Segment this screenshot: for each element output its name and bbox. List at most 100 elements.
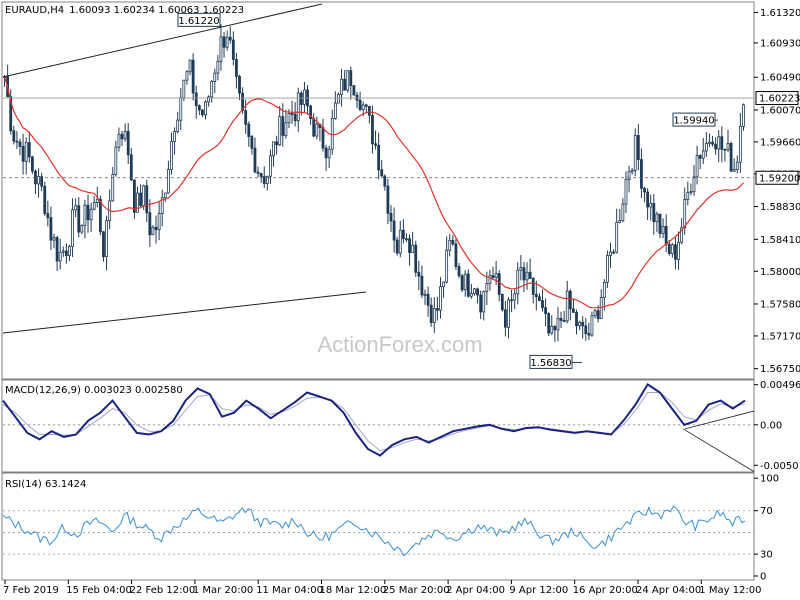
candle-body (711, 141, 714, 145)
candle-body (18, 141, 22, 147)
time-tick-label: 1 May 12:00 (699, 585, 761, 596)
candle-body (476, 288, 479, 296)
candle-body (188, 59, 192, 73)
candle-body (176, 119, 180, 132)
candle-body (451, 239, 455, 245)
candle-body (235, 59, 238, 77)
candle-body (163, 192, 167, 199)
candle-body (262, 176, 266, 184)
candle-body (525, 271, 529, 281)
candle-body (142, 185, 146, 206)
rsi-title: RSI(14) 63.1424 (5, 479, 86, 490)
candle-body (429, 304, 433, 323)
candle-body (160, 197, 164, 214)
candle-body (148, 212, 152, 236)
macd-title: MACD(12,26,9) 0.003023 0.002580 (5, 385, 183, 396)
candle-body (488, 275, 492, 284)
time-tick-label: 2 Apr 04:00 (446, 585, 505, 596)
candle-body (95, 198, 99, 203)
candle-body (538, 296, 541, 301)
annotation-box (529, 354, 573, 369)
time-tick-label: 11 Mar 04:00 (256, 585, 323, 596)
candle-body (463, 273, 467, 291)
candle-body (420, 275, 424, 296)
candle-body (738, 125, 742, 163)
candle-body (602, 281, 606, 298)
candle-body (627, 171, 631, 180)
candle-body (377, 144, 381, 171)
candle-body (21, 146, 25, 162)
candle-body (398, 229, 402, 254)
candle-body (544, 307, 547, 314)
symbol-text: EURAUD,H4 (5, 5, 64, 16)
macd-tick-label: 0.00 (760, 420, 782, 431)
candle-body (432, 308, 436, 323)
candle-body (466, 273, 470, 297)
axis-layer: 1.61320 1.60930 1.60490 1.60070 1.59660 1.592… (3, 8, 800, 596)
candle-body (64, 250, 68, 257)
candle-body (423, 293, 427, 296)
candle-body (442, 281, 445, 288)
candle-body (111, 174, 115, 202)
candle-body (689, 191, 693, 194)
price-tick-label: 1.56750 (760, 364, 800, 375)
candle-body (485, 283, 489, 292)
candle-body (303, 89, 306, 105)
candle-body (522, 267, 526, 281)
candle-body (191, 59, 195, 94)
candle-body (92, 202, 96, 210)
candle-body (275, 141, 279, 146)
candle-body (201, 109, 204, 116)
candle-body (411, 244, 415, 253)
candle-body (182, 79, 186, 99)
candle-body (510, 299, 513, 302)
candle-body (568, 290, 572, 310)
candle-body (151, 226, 155, 236)
candle-body (167, 169, 170, 194)
candle-body (414, 244, 418, 273)
candle-body (473, 288, 476, 294)
candle-body (333, 102, 337, 119)
candle-body (615, 221, 619, 253)
price-panel-frame (1, 1, 755, 380)
candle-body (503, 309, 507, 328)
candle-body (269, 155, 272, 177)
candle-body (9, 96, 13, 132)
candle-body (30, 156, 34, 172)
price-tick-label: 1.61320 (760, 8, 800, 19)
candle-body (244, 110, 248, 125)
candle-body (408, 238, 411, 253)
current-price-tag: 1.60223 (759, 94, 800, 105)
candle-body (491, 275, 495, 278)
candle-body (197, 105, 201, 111)
annotation-label: 1.59940 (673, 116, 714, 127)
candle-body (123, 130, 127, 140)
candle-body (584, 325, 588, 334)
level-price-tag: 1.59200 (759, 173, 800, 184)
candle-body (729, 142, 733, 172)
time-tick-label: 7 Feb 2019 (3, 585, 59, 596)
candle-body (330, 118, 334, 150)
candle-body (89, 208, 93, 221)
rsi-panel-frame (1, 472, 755, 581)
candle-body (361, 104, 365, 111)
candle-body (247, 123, 251, 137)
candle-body (86, 204, 90, 221)
candle-body (179, 97, 183, 121)
candle-body (46, 213, 50, 219)
time-tick-label: 18 Mar 12:00 (320, 585, 387, 596)
candle-body (550, 326, 554, 334)
candle-body (401, 229, 405, 240)
time-tick-label: 24 Apr 04:00 (636, 585, 701, 596)
price-tick-label: 1.58000 (760, 267, 800, 278)
rsi-line (2, 505, 746, 557)
candle-body (293, 113, 297, 122)
candle-body (287, 113, 291, 124)
candle-body (256, 171, 260, 174)
candle-body (27, 142, 31, 158)
time-tick-label: 22 Feb 12:00 (130, 585, 196, 596)
candle-body (346, 70, 350, 91)
price-tick-label: 1.57580 (760, 299, 800, 310)
candle-body (364, 104, 368, 107)
